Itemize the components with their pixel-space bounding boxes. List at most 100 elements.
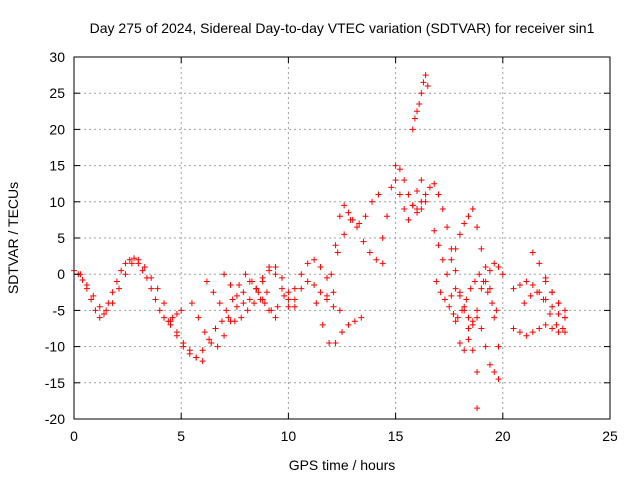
data-point [193, 354, 200, 361]
data-point [401, 206, 408, 213]
data-point [221, 271, 228, 278]
series-pass-17 [433, 271, 500, 321]
data-point [259, 296, 266, 303]
data-point [426, 184, 433, 191]
data-point [246, 296, 253, 303]
data-point [452, 267, 459, 274]
data-point [323, 274, 330, 281]
data-point [341, 202, 348, 209]
x-tick-label: 0 [70, 428, 78, 444]
data-point [242, 271, 249, 278]
series-pass-08 [285, 278, 343, 314]
data-point [542, 278, 549, 285]
data-point [474, 307, 481, 314]
data-point [450, 311, 457, 318]
data-point [304, 260, 311, 267]
series-pass-19 [452, 260, 506, 325]
data-point [379, 235, 386, 241]
data-point [559, 325, 566, 332]
data-point [448, 256, 455, 263]
y-tick-label: -15 [45, 375, 65, 391]
data-point [311, 256, 318, 263]
series-pass-03 [167, 289, 270, 361]
x-tick-label: 25 [602, 428, 618, 444]
data-point [214, 343, 221, 350]
data-point [345, 321, 352, 328]
data-point [375, 191, 382, 198]
data-point [414, 206, 421, 213]
data-point [199, 347, 206, 354]
data-point [424, 82, 431, 89]
data-point [334, 249, 341, 256]
data-point [482, 278, 489, 285]
data-point [437, 289, 444, 296]
data-point [169, 314, 176, 321]
data-point [465, 213, 472, 220]
data-point [405, 191, 412, 198]
data-point [291, 303, 298, 310]
data-point [173, 311, 180, 318]
series-pass-13 [392, 177, 425, 223]
data-point [529, 329, 536, 336]
data-point [452, 318, 459, 325]
data-point [154, 285, 161, 292]
data-point [313, 300, 320, 307]
data-point [418, 177, 425, 184]
data-point [266, 263, 273, 270]
data-point [534, 289, 541, 296]
data-point [416, 101, 423, 108]
data-point [90, 292, 97, 299]
data-point [233, 303, 240, 310]
data-point [555, 329, 562, 336]
data-point [291, 285, 298, 292]
data-point [332, 339, 339, 346]
series-pass-05 [203, 271, 288, 314]
data-point [510, 285, 517, 292]
data-point [474, 314, 481, 321]
data-point [88, 296, 95, 303]
data-point [446, 303, 453, 310]
data-point [431, 227, 438, 234]
data-point [122, 260, 129, 267]
x-tick-label: 5 [177, 428, 185, 444]
data-point [96, 303, 103, 310]
data-point [546, 311, 553, 318]
data-point [223, 307, 230, 314]
data-point [135, 256, 142, 263]
data-point [281, 292, 288, 299]
data-point [553, 321, 560, 328]
data-point [439, 206, 446, 213]
x-axis-label: GPS time / hours [289, 457, 396, 473]
data-point [373, 256, 380, 263]
data-point [444, 271, 451, 278]
data-point [339, 329, 345, 336]
data-point [96, 314, 103, 321]
data-point [240, 289, 247, 296]
data-point [186, 350, 193, 357]
series-pass-07 [253, 256, 337, 303]
data-point [474, 368, 481, 375]
y-tick-label: 0 [57, 266, 65, 282]
data-point [536, 325, 543, 332]
data-point [317, 289, 324, 296]
data-point [418, 90, 425, 97]
grid-lines [74, 57, 610, 419]
data-point [384, 213, 391, 220]
data-point [456, 231, 463, 238]
data-point [414, 187, 421, 194]
data-point [444, 224, 451, 231]
data-point [482, 343, 489, 350]
data-point [156, 307, 163, 314]
series-pass-21 [510, 278, 568, 321]
data-point [476, 271, 483, 278]
series-pass-06 [221, 263, 298, 310]
data-point [422, 191, 429, 198]
data-point [489, 300, 496, 307]
y-tick-label: 25 [49, 85, 65, 101]
data-point [459, 307, 466, 314]
data-point [221, 332, 228, 339]
data-point [499, 271, 506, 278]
data-point [523, 332, 530, 339]
data-point [516, 329, 523, 336]
